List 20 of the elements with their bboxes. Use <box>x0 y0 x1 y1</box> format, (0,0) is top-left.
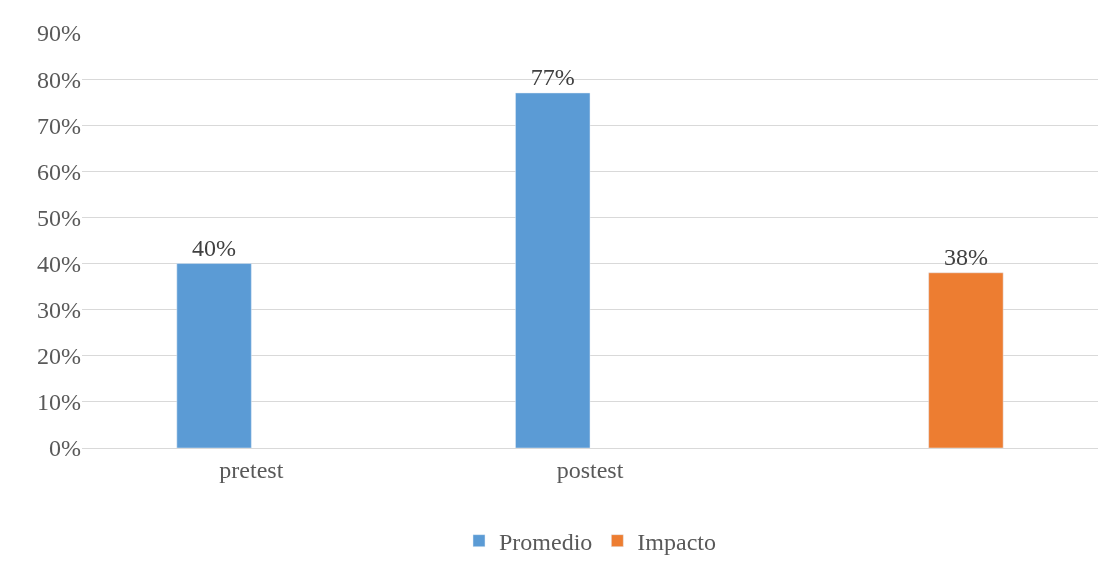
y-tick-label: 40% <box>37 250 81 277</box>
y-tick-label: 20% <box>37 343 81 370</box>
y-tick-label: 50% <box>37 204 81 231</box>
y-tick-label: 60% <box>37 158 81 185</box>
data-label: 77% <box>530 63 575 90</box>
y-tick-label: 90% <box>37 20 81 47</box>
x-tick-label: postest <box>556 456 624 483</box>
bar <box>515 92 591 448</box>
x-tick-label: pretest <box>219 456 284 483</box>
bar <box>176 263 252 448</box>
data-label: 38% <box>943 243 988 270</box>
y-tick-label: 70% <box>37 112 81 139</box>
y-tick-label: 30% <box>37 297 81 324</box>
legend-label: Promedio <box>499 529 593 556</box>
y-tick-label: 0% <box>49 435 81 462</box>
data-label: 40% <box>192 234 237 261</box>
legend-label: Impacto <box>637 529 716 556</box>
y-tick-label: 80% <box>37 66 81 93</box>
bar <box>928 272 1004 448</box>
y-tick-label: 10% <box>37 389 81 416</box>
